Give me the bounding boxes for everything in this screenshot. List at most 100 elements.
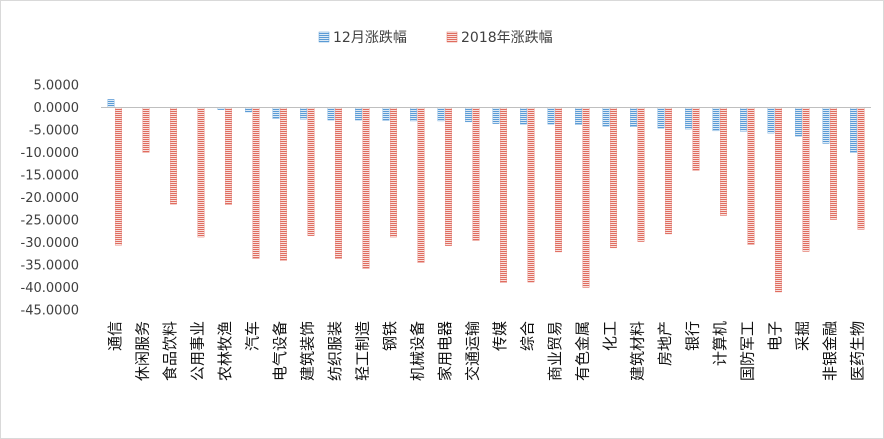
bar-dec-19 (630, 107, 637, 128)
bar-year-11 (417, 107, 425, 263)
bar-dec-0 (107, 99, 115, 108)
legend-item-1: 2018年涨跌幅 (446, 30, 553, 46)
bar-year-15 (527, 107, 535, 283)
bar-year-10 (390, 107, 397, 238)
bar-year-22 (720, 107, 727, 216)
x-tick-label: 银行 (683, 321, 701, 351)
x-tick-label: 机械设备 (408, 321, 426, 381)
bar-year-14 (500, 107, 507, 283)
x-tick-label: 电气设备 (271, 321, 289, 381)
x-tick-label: 房地产 (656, 321, 674, 366)
bar-dec-23 (740, 107, 747, 132)
x-tick-label: 有色金属 (573, 321, 591, 381)
bar-dec-18 (602, 107, 610, 127)
legend-swatch (446, 31, 458, 43)
x-tick-label: 纺织服装 (326, 321, 344, 381)
legend-item-0: 12月涨跌幅 (318, 30, 407, 46)
y-tick-label: -35.0000 (21, 259, 79, 274)
y-tick-label: -20.0000 (21, 191, 79, 206)
x-tick-label: 采掘 (793, 321, 811, 351)
bar-dec-11 (410, 107, 417, 122)
x-tick-label: 轻工制造 (353, 321, 371, 381)
bar-year-4 (225, 107, 232, 205)
x-tick-label: 食品饮料 (161, 321, 179, 381)
y-tick-label: -15.0000 (21, 169, 79, 184)
bar-year-12 (445, 107, 452, 246)
x-tick-label: 建筑材料 (628, 321, 646, 381)
bar-dec-22 (712, 107, 720, 132)
x-tick-label: 非银金融 (821, 321, 839, 381)
bar-dec-7 (300, 107, 307, 120)
x-tick-label: 交通运输 (463, 321, 481, 381)
bar-dec-27 (850, 107, 857, 153)
bar-dec-5 (245, 107, 252, 113)
y-tick-label: -5.0000 (29, 124, 79, 139)
bar-year-13 (472, 107, 480, 241)
x-tick-label: 公用事业 (188, 321, 206, 381)
bar-dec-6 (272, 107, 280, 119)
x-tick-label: 休闲服务 (133, 321, 151, 381)
bar-dec-9 (355, 107, 362, 121)
x-tick-label: 化工 (601, 321, 619, 351)
bar-dec-26 (822, 107, 830, 144)
bar-dec-14 (492, 107, 500, 124)
y-tick-label: -30.0000 (21, 236, 79, 251)
bar-year-25 (802, 107, 810, 252)
legend-label: 12月涨跌幅 (333, 30, 407, 46)
bar-dec-10 (382, 107, 390, 121)
legend-label: 2018年涨跌幅 (461, 30, 553, 46)
x-tick-label: 通信 (106, 321, 124, 351)
x-tick-label: 汽车 (243, 321, 261, 351)
x-tick-label: 传媒 (491, 321, 509, 351)
y-axis: 5.0000 0.0000 -5.0000 -10.0000 -15.0000 -20.0… (21, 79, 79, 319)
bar-year-24 (775, 107, 782, 293)
bar-year-26 (830, 107, 837, 220)
bar-year-23 (747, 107, 755, 245)
bar-year-9 (362, 107, 370, 269)
bar-year-6 (280, 107, 287, 261)
x-tick-label: 建筑装饰 (298, 321, 316, 381)
x-tick-label: 钢铁 (381, 321, 399, 351)
bar-year-20 (665, 107, 672, 235)
bar-dec-21 (685, 107, 692, 130)
x-tick-label: 农林牧渔 (216, 321, 234, 381)
bar-dec-12 (437, 107, 445, 122)
x-tick-label: 电子 (766, 321, 784, 351)
bar-dec-15 (520, 107, 527, 125)
x-tick-label: 综合 (518, 321, 536, 351)
x-tick-label: 国防军工 (738, 321, 756, 381)
bar-year-3 (197, 107, 205, 238)
x-tick-label: 商业贸易 (546, 321, 564, 381)
bar-dec-17 (575, 107, 582, 125)
bar-year-21 (692, 107, 700, 171)
bar-year-7 (307, 107, 315, 236)
legend: 12月涨跌幅 2018年涨跌幅 (318, 30, 553, 46)
y-tick-label: -25.0000 (21, 214, 79, 229)
bar-dec-24 (767, 107, 775, 134)
bar-dec-8 (327, 107, 335, 121)
legend-swatch (318, 31, 330, 43)
y-tick-label: 5.0000 (34, 79, 80, 94)
bar-year-27 (857, 107, 865, 230)
y-tick-label: 0.0000 (34, 101, 80, 116)
y-tick-label: -45.0000 (21, 304, 79, 319)
x-tick-label: 家用电器 (436, 321, 454, 381)
bar-year-0 (115, 107, 122, 246)
y-tick-label: -10.0000 (21, 146, 79, 161)
bar-dec-13 (465, 107, 472, 123)
bar-year-8 (335, 107, 342, 259)
bar-dec-16 (547, 107, 555, 125)
bar-year-2 (170, 107, 177, 205)
bar-year-16 (555, 107, 562, 253)
bar-dec-25 (795, 107, 802, 137)
bar-year-1 (142, 107, 150, 153)
bar-year-19 (637, 107, 645, 242)
y-tick-label: -40.0000 (21, 281, 79, 296)
bar-dec-20 (657, 107, 665, 129)
x-axis: 通信 休闲服务 食品饮料 公用事业 农林牧渔 汽车 电气设备 建筑装饰 纺织服装 轻工制造 钢铁 机械… (106, 321, 867, 381)
bar-year-5 (252, 107, 260, 259)
x-tick-label: 计算机 (711, 321, 729, 366)
x-tick-label: 医药生物 (848, 321, 866, 381)
